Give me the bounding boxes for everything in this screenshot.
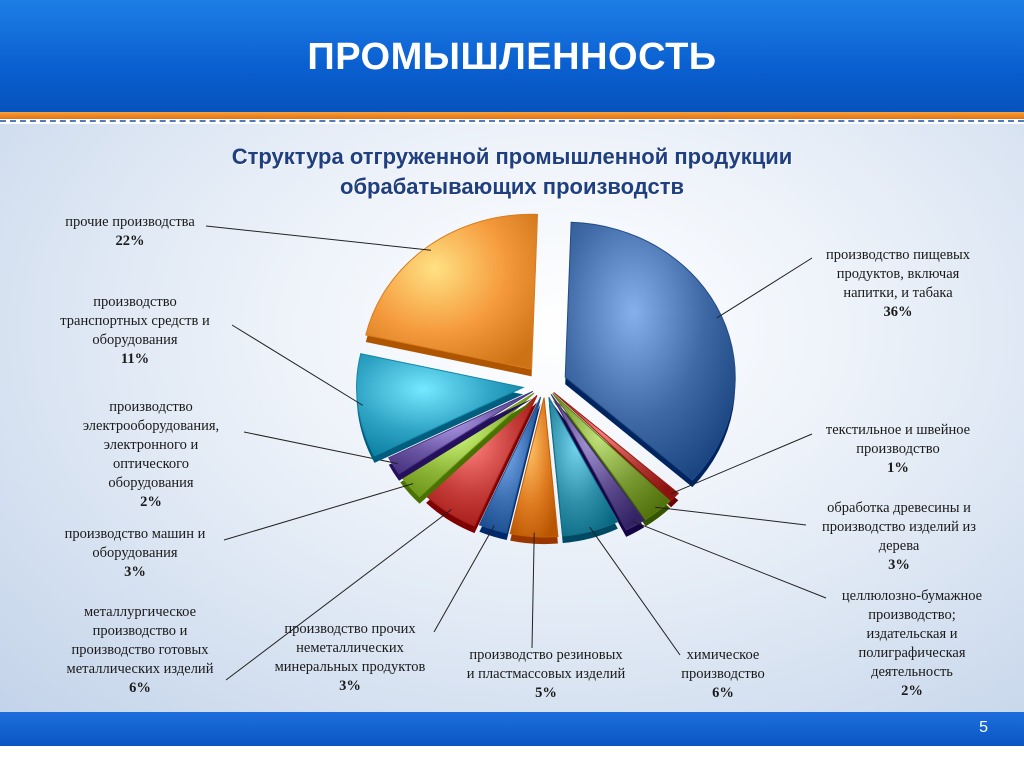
header-dashed-divider <box>0 120 1024 122</box>
slice-label-text: металлургическое <box>83 604 197 620</box>
slice-label-text: производство изделий из <box>821 519 976 535</box>
slice-percent: 3% <box>124 564 146 580</box>
slice-label-text: производство резиновых <box>469 647 623 663</box>
slice-label-text: текстильное и швейное <box>825 422 971 438</box>
slice-label-text: производство <box>856 441 940 457</box>
pie-slice <box>356 353 525 457</box>
slice-label-text: электронного и <box>103 437 199 453</box>
leader-line <box>231 324 364 406</box>
slice-label-text: полиграфическая <box>858 645 966 661</box>
pie-slice <box>478 396 542 534</box>
header-orange-divider <box>0 112 1024 119</box>
slice-label-text: оборудования <box>92 332 178 348</box>
leader-line <box>632 520 827 599</box>
leader-line <box>589 526 681 656</box>
chart-title: Структура отгруженной промышленной проду… <box>150 142 874 202</box>
slice-label-text: производство пищевых <box>825 247 971 263</box>
slice-label: целлюлозно-бумажное производство; издатель… <box>820 587 1004 701</box>
slice-label-text: транспортных средств и <box>60 313 210 329</box>
pie-slice <box>553 392 680 501</box>
slice-label: производство резиновых и пластмассовых из… <box>450 646 642 703</box>
pie-slice <box>564 221 736 481</box>
slice-label-text: производство прочих <box>284 621 416 637</box>
pie-slice <box>365 213 539 370</box>
leader-line <box>225 509 452 681</box>
slice-percent: 3% <box>339 678 361 694</box>
slice-label-text: дерева <box>878 538 920 554</box>
slice-percent: 6% <box>712 685 734 701</box>
slice-label-text: оборудования <box>108 475 194 491</box>
slice-label-text: химическое <box>686 647 760 663</box>
slice-label-text: производство <box>93 294 177 310</box>
slice-label-text: производство <box>109 399 193 415</box>
pie-slice <box>552 392 671 520</box>
slice-label-text: неметаллических <box>296 640 404 656</box>
slice-label-text: напитки, и табака <box>843 285 953 301</box>
footer-bar <box>0 712 1024 746</box>
slice-label: производство транспортных средств и оборуд… <box>40 293 230 369</box>
slice-label: текстильное и швейное производство 1% <box>798 421 998 478</box>
slice-percent: 1% <box>887 460 909 476</box>
slice-label-text: производство машин и <box>64 526 206 542</box>
slice-percent: 36% <box>883 304 913 320</box>
slice-label-text: прочие производства <box>65 214 195 230</box>
slice-percent: 2% <box>901 683 923 699</box>
slice-percent: 6% <box>129 680 151 696</box>
slice-label-text: электрооборудования, <box>82 418 220 434</box>
slice-label: производство пищевых продуктов, включая на… <box>798 246 998 322</box>
slice-percent: 5% <box>535 685 557 701</box>
leader-line <box>223 483 414 541</box>
leader-line <box>205 225 432 251</box>
pie-slice <box>548 396 619 537</box>
slice-label-text: оптического <box>112 456 190 472</box>
leader-line <box>655 506 807 526</box>
slide-header: ПРОМЫШЛЕННОСТЬ <box>0 0 1024 112</box>
chart-title-line-2: обрабатывающих производств <box>340 174 684 199</box>
slice-label-text: деятельность <box>871 664 953 680</box>
slice-label: производство машин и оборудования 3% <box>40 525 230 582</box>
slice-label: химическое производство 6% <box>664 646 782 703</box>
slice-percent: 3% <box>888 557 910 573</box>
slice-label: металлургическое производство и производст… <box>40 603 240 698</box>
pie-slice-side <box>388 398 533 481</box>
slice-label-text: оборудования <box>92 545 178 561</box>
slice-percent: 2% <box>140 494 162 510</box>
slice-percent: 11% <box>120 351 150 367</box>
chart-title-line-1: Структура отгруженной промышленной проду… <box>231 144 793 169</box>
slice-label: обработка древесины и производство издели… <box>796 499 1002 575</box>
leader-line <box>531 532 535 649</box>
slice-label: прочие производства 22% <box>40 213 220 251</box>
pie-slice <box>388 390 534 475</box>
slice-label-text: производство <box>681 666 765 682</box>
slice-label-text: производство; <box>868 607 956 623</box>
slice-label-text: производство готовых <box>71 642 209 658</box>
leader-line <box>433 525 495 633</box>
slice-label-text: обработка древесины и <box>827 500 971 516</box>
page-number: 5 <box>979 719 988 736</box>
slice-label-text: производство и <box>92 623 188 639</box>
slice-label-text: минеральных продуктов <box>274 659 426 675</box>
slice-label-text: целлюлозно-бумажное <box>841 588 983 604</box>
slice-label: производство прочих неметаллических минера… <box>258 620 442 696</box>
leader-line <box>670 433 813 495</box>
slice-label-text: и пластмассовых изделий <box>466 666 626 682</box>
pie-slice <box>550 394 645 531</box>
slice-label-text: продуктов, включая <box>836 266 960 282</box>
slide-title: ПРОМЫШЛЕННОСТЬ <box>307 36 717 78</box>
slice-label-text: металлических изделий <box>66 661 214 677</box>
slice-label: производство электрооборудования, электрон… <box>58 398 244 512</box>
leader-line <box>716 257 813 319</box>
slice-label-text: издательская и <box>866 626 958 642</box>
slice-percent: 22% <box>115 233 145 249</box>
